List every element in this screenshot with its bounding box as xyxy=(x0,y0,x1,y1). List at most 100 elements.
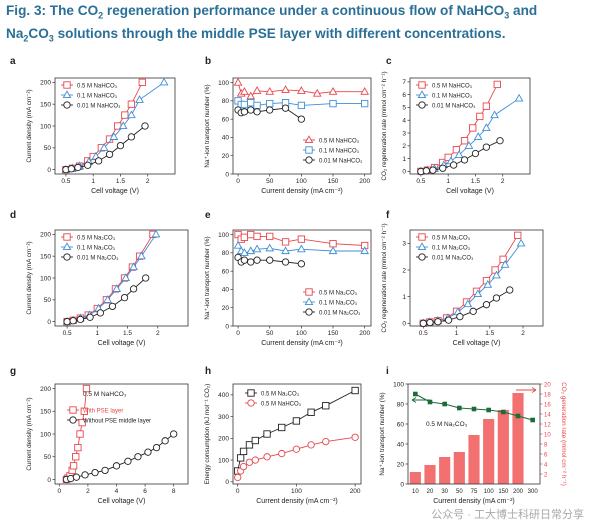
figure-title-part: 3 xyxy=(48,33,54,44)
data-point xyxy=(240,100,249,109)
data-point xyxy=(360,246,370,255)
data-point xyxy=(422,167,431,175)
x-axis-label: Current density (mA cm⁻²) xyxy=(261,188,343,195)
y-tick-label: 6 xyxy=(402,92,406,99)
y-tick-label: 80 xyxy=(397,401,405,408)
y-axis-label: Na⁺-ion transport number (%) xyxy=(204,84,211,167)
x-tick-label: 100 xyxy=(296,330,307,337)
x-tick-label: 200 xyxy=(359,178,370,185)
data-point xyxy=(129,262,138,271)
data-point xyxy=(486,407,491,413)
data-point xyxy=(263,430,271,438)
y-tick-label: 50 xyxy=(44,297,52,304)
data-point xyxy=(444,316,453,324)
data-point xyxy=(247,258,255,266)
x-tick-label: 50 xyxy=(266,330,274,337)
data-point xyxy=(81,471,89,479)
y-axis-label: CO₂ regeneration rate (mmol cm⁻² h⁻¹) xyxy=(381,71,388,180)
figure-title-part: Na xyxy=(6,25,24,41)
x-tick-label: 200 xyxy=(350,488,361,495)
data-point xyxy=(265,86,275,95)
data-point xyxy=(312,88,322,97)
y-tick-label: 200 xyxy=(40,386,51,393)
data-point xyxy=(307,408,315,416)
data-point xyxy=(266,232,274,241)
y-tick-label: 150 xyxy=(40,101,51,108)
y-axis-label: Current density (mA cm⁻²) xyxy=(26,397,33,470)
y-tick-label: 5 xyxy=(402,105,406,112)
y-tick-label: 400 xyxy=(218,392,229,399)
legend-marker xyxy=(69,406,77,414)
data-point xyxy=(240,248,249,256)
x-tick-label: 150 xyxy=(328,178,339,185)
panel-label-e: e xyxy=(205,210,211,221)
watermark-text: 公众号 · 工大博士科研日常分享 xyxy=(431,507,584,521)
figure-title-part: 2 xyxy=(98,10,104,21)
y-tick-label: 200 xyxy=(40,232,51,239)
x-tick-label: 6 xyxy=(143,488,147,495)
x-tick-label: 20 xyxy=(427,489,434,495)
axis-arrow-right xyxy=(516,387,537,393)
x-tick-label: 1 xyxy=(91,178,95,185)
data-point xyxy=(266,256,274,264)
legend-marker xyxy=(62,90,72,99)
y-tick-label: 0 xyxy=(402,321,406,328)
legend-marker xyxy=(418,81,426,89)
x-tick-label: 1.5 xyxy=(123,330,132,337)
data-point xyxy=(103,295,112,303)
data-point xyxy=(471,149,480,158)
y-right-tick-label: 18 xyxy=(544,392,551,398)
y-tick-label: 2 xyxy=(402,267,406,274)
data-point xyxy=(473,132,483,140)
data-point xyxy=(76,315,85,324)
legend-entry: 0.5 M Na₂CO₃ xyxy=(432,235,471,241)
data-point xyxy=(74,443,82,452)
legend-marker xyxy=(304,297,314,306)
legend-entry: 0.01 M NaHCO₃ xyxy=(77,103,121,109)
y-tick-label: 200 xyxy=(218,436,229,443)
data-point xyxy=(129,285,138,293)
plot-frame xyxy=(409,229,544,327)
chart-panel-e: e 0 50 100 150 200 0 20 40 60 80 100 Current density… xyxy=(204,210,372,347)
data-point xyxy=(253,232,261,241)
data-point xyxy=(72,473,81,481)
data-point xyxy=(281,246,290,255)
chart-panel-f: f 0.5 1 1.5 2 0 1 2 3 Cell voltage (V) CO₂ regener… xyxy=(381,210,544,347)
data-point xyxy=(120,293,129,302)
data-point xyxy=(137,251,146,260)
data-point xyxy=(252,86,262,94)
data-point xyxy=(419,319,427,327)
data-point xyxy=(351,433,359,441)
x-tick-label: 1 xyxy=(96,330,100,337)
x-tick-label: 4 xyxy=(115,488,119,495)
legend-entry: 0.5 M Na₂CO₃ xyxy=(319,290,358,296)
x-tick-label: 30 xyxy=(441,489,448,495)
figure-title-part: and xyxy=(509,3,538,18)
data-point xyxy=(251,456,259,464)
data-point xyxy=(118,121,128,130)
data-point xyxy=(247,99,255,107)
data-point xyxy=(247,230,255,239)
y-axis-label: CO₂ regeneration rate (mmol cm⁻² h⁻¹) xyxy=(381,223,388,332)
x-axis-label: Cell voltage (V) xyxy=(446,188,494,195)
legend-marker xyxy=(305,308,313,316)
data-point xyxy=(351,386,359,395)
y-right-tick-label: 12 xyxy=(544,422,551,428)
data-point xyxy=(329,240,337,248)
y-axis-label: Current density (mA cm⁻²) xyxy=(26,241,33,314)
data-point xyxy=(530,417,535,423)
data-point xyxy=(493,80,501,89)
data-point xyxy=(86,313,94,321)
data-point xyxy=(292,445,301,453)
x-tick-label: 2 xyxy=(146,178,150,185)
bar xyxy=(497,410,509,484)
plot-frame xyxy=(232,383,362,485)
data-point xyxy=(246,91,256,100)
data-point xyxy=(78,418,86,427)
data-point xyxy=(328,246,338,255)
data-point xyxy=(124,457,132,465)
data-point xyxy=(266,99,274,108)
data-point xyxy=(297,260,306,268)
figure-title-part: 2 xyxy=(23,33,29,44)
